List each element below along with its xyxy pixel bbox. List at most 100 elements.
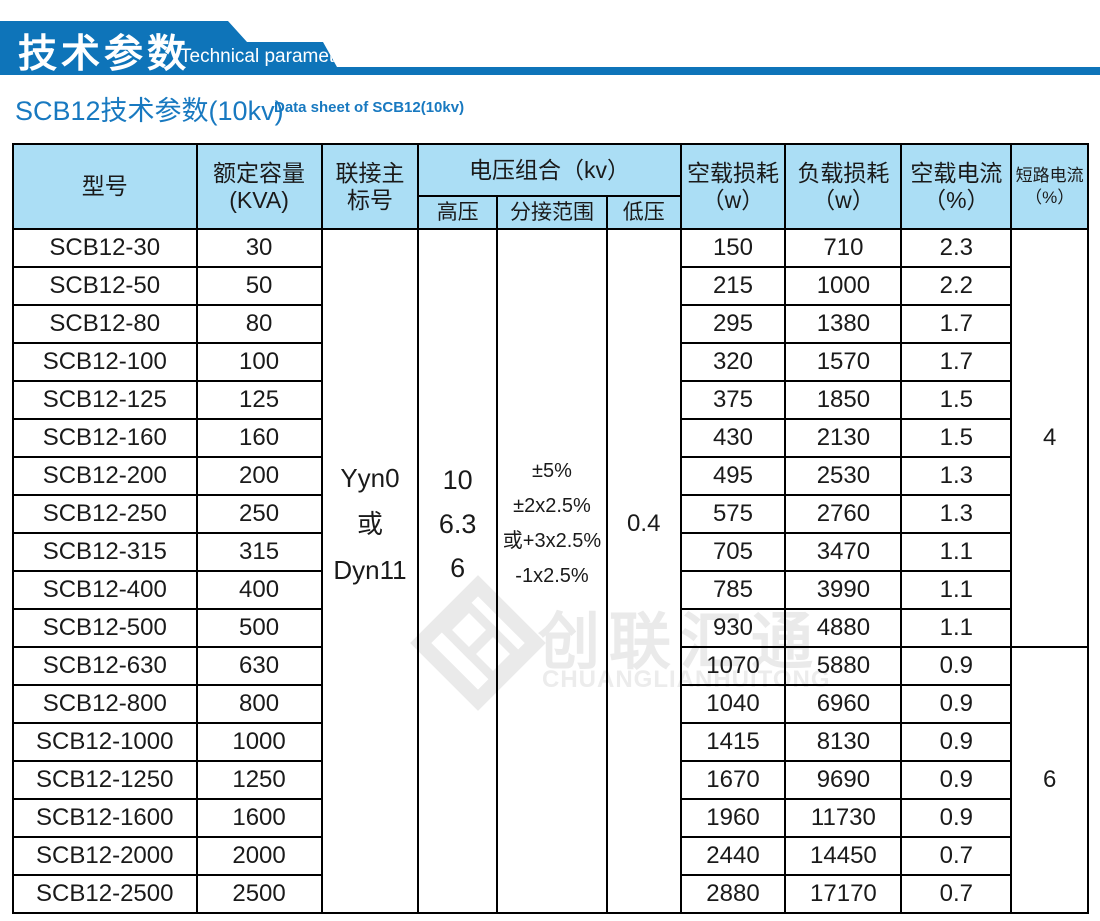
section-banner: 技术参数 Technical parameter [0, 21, 1100, 75]
cell-capacity: 500 [195, 608, 323, 648]
cell-capacity: 100 [195, 342, 323, 382]
table-row: SCB12-1600 1600 1960 11730 0.9 [12, 798, 1088, 838]
hv-line: 6 [450, 552, 466, 583]
col-header-capacity-line2: (KVA) [229, 186, 289, 213]
cell-model: SCB12-315 [12, 532, 198, 572]
tap-range-line: 或+3x2.5% [502, 529, 602, 552]
cell-lv-merged: 0.4 [605, 228, 682, 914]
cell-tap-range-merged: ±5% ±2x2.5% 或+3x2.5% -1x2.5% [496, 228, 608, 914]
cell-load-loss: 8130 [784, 722, 903, 762]
table-row: SCB12-630 630 1070 5880 0.9 6 [12, 646, 1089, 914]
banner-title-en: Technical parameter [180, 46, 352, 67]
cell-model: SCB12-250 [12, 494, 198, 534]
header-row-1: 型号 额定容量 (KVA) 联接主 标号 电压组合（kv） 空载损耗 （w） 负… [12, 143, 1089, 230]
col-header-connection: 联接主 标号 [320, 143, 420, 230]
cell-load-loss: 1850 [784, 380, 903, 420]
banner-title-zh: 技术参数 [18, 33, 191, 76]
col-header-no-load-loss-line2: （w） [701, 186, 765, 213]
col-header-capacity: 额定容量 (KVA) [195, 143, 323, 230]
cell-no-load-loss: 2440 [679, 836, 787, 876]
cell-model: SCB12-30 [12, 228, 198, 268]
cell-no-load-current: 0.9 [900, 798, 1013, 838]
table-row: SCB12-80 80 295 1380 1.7 [12, 304, 1088, 344]
cell-capacity: 1600 [195, 798, 323, 838]
cell-no-load-loss: 2880 [679, 874, 787, 914]
table-row: SCB12-200 200 495 2530 1.3 [12, 456, 1088, 496]
cell-capacity: 630 [195, 646, 323, 686]
connection-line: Dyn11 [333, 554, 407, 585]
cell-model: SCB12-125 [12, 380, 198, 420]
col-header-load-loss-line2: （w） [812, 186, 875, 213]
col-header-no-load-loss: 空载损耗 （w） [679, 143, 787, 230]
tap-range-line: ±2x2.5% [513, 494, 591, 517]
cell-no-load-current: 2.2 [900, 266, 1013, 306]
cell-no-load-current: 1.3 [900, 494, 1013, 534]
cell-short-circuit-merged: 4 [1010, 228, 1089, 648]
cell-no-load-loss: 1670 [679, 760, 787, 800]
parameters-table-wrap: 型号 额定容量 (KVA) 联接主 标号 电压组合（kv） 空载损耗 （w） 负… [12, 143, 1089, 914]
cell-no-load-loss: 785 [679, 570, 787, 610]
table-row: SCB12-1000 1000 1415 8130 0.9 [12, 722, 1088, 762]
cell-model: SCB12-1600 [12, 798, 198, 838]
table-row: SCB12-100 100 320 1570 1.7 [12, 342, 1088, 382]
connection-line: 或 [356, 508, 383, 539]
cell-load-loss: 9690 [784, 760, 903, 800]
cell-no-load-current: 1.1 [900, 532, 1013, 572]
table-row: SCB12-125 125 375 1850 1.5 [12, 380, 1088, 420]
cell-no-load-loss: 215 [679, 266, 787, 306]
cell-no-load-current: 0.7 [900, 874, 1013, 914]
col-header-no-load-current: 空载电流 （%） [900, 143, 1013, 230]
col-header-short-circuit-line1: 短路电流 [1015, 165, 1084, 185]
cell-model: SCB12-500 [12, 608, 198, 648]
hv-line: 10 [442, 464, 473, 495]
cell-connection-merged: Yyn0 或 Dyn11 [320, 228, 420, 914]
table-row: SCB12-50 50 215 1000 2.2 [12, 266, 1088, 306]
cell-no-load-loss: 375 [679, 380, 787, 420]
cell-no-load-loss: 705 [679, 532, 787, 572]
cell-no-load-current: 0.9 [900, 684, 1013, 724]
cell-load-loss: 6960 [784, 684, 903, 724]
page-subtitle-en: Data sheet of SCB12(10kv) [274, 99, 465, 116]
cell-capacity: 200 [195, 456, 323, 496]
cell-load-loss: 3470 [784, 532, 903, 572]
connection-line: Yyn0 [340, 462, 400, 493]
cell-load-loss: 2530 [784, 456, 903, 496]
cell-no-load-loss: 495 [679, 456, 787, 496]
cell-model: SCB12-50 [12, 266, 198, 306]
table-row: SCB12-2500 2500 2880 17170 0.7 [12, 874, 1088, 914]
cell-short-circuit-merged: 6 [1010, 646, 1089, 914]
cell-no-load-loss: 1960 [679, 798, 787, 838]
cell-capacity: 250 [195, 494, 323, 534]
cell-no-load-current: 1.7 [900, 304, 1013, 344]
cell-no-load-loss: 575 [679, 494, 787, 534]
parameters-table: 型号 额定容量 (KVA) 联接主 标号 电压组合（kv） 空载损耗 （w） 负… [12, 143, 1089, 914]
cell-model: SCB12-1000 [12, 722, 198, 762]
col-header-tap-range: 分接范围 [496, 195, 608, 230]
cell-no-load-current: 0.9 [900, 646, 1013, 686]
cell-model: SCB12-400 [12, 570, 198, 610]
cell-no-load-current: 1.3 [900, 456, 1013, 496]
cell-load-loss: 4880 [784, 608, 903, 648]
cell-no-load-loss: 1040 [679, 684, 787, 724]
cell-load-loss: 14450 [784, 836, 903, 876]
cell-no-load-loss: 930 [679, 608, 787, 648]
col-header-load-loss: 负载损耗 （w） [784, 143, 903, 230]
cell-load-loss: 1000 [784, 266, 903, 306]
col-header-short-circuit-line2: （%） [1025, 187, 1075, 207]
table-row: SCB12-500 500 930 4880 1.1 [12, 608, 1088, 648]
col-header-no-load-loss-line1: 空载损耗 [686, 159, 779, 186]
cell-no-load-loss: 1070 [679, 646, 787, 686]
col-header-no-load-current-line2: （%） [923, 186, 990, 213]
cell-no-load-current: 0.7 [900, 836, 1013, 876]
cell-no-load-current: 1.5 [900, 380, 1013, 420]
cell-model: SCB12-1250 [12, 760, 198, 800]
cell-capacity: 160 [195, 418, 323, 458]
cell-no-load-current: 1.1 [900, 608, 1013, 648]
cell-model: SCB12-2500 [12, 874, 198, 914]
cell-model: SCB12-200 [12, 456, 198, 496]
cell-load-loss: 1570 [784, 342, 903, 382]
cell-load-loss: 11730 [784, 798, 903, 838]
cell-no-load-current: 1.5 [900, 418, 1013, 458]
table-row: SCB12-30 30 Yyn0 或 Dyn11 10 6.3 6 ±5% ±2… [12, 228, 1089, 914]
cell-no-load-current: 2.3 [900, 228, 1013, 268]
